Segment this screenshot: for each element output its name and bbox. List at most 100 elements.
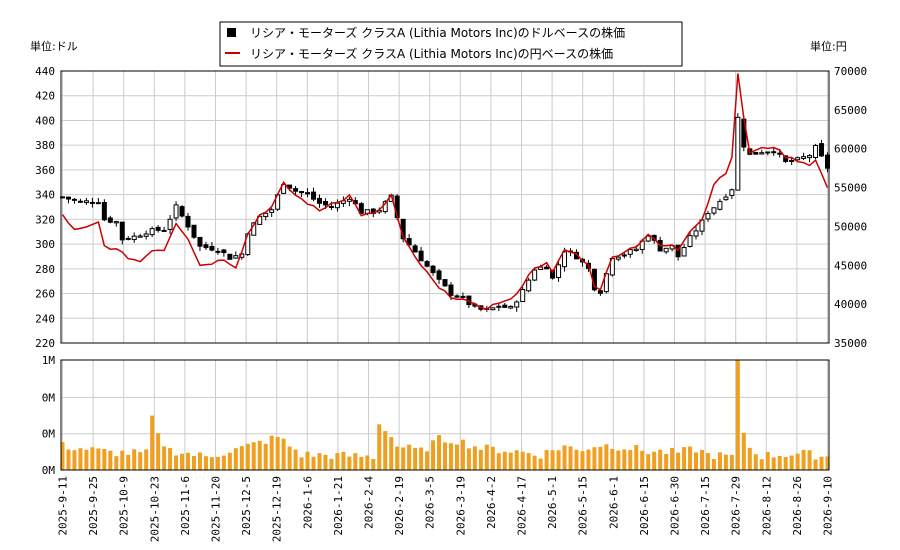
candle-body (508, 305, 514, 309)
volume-bar (311, 456, 316, 470)
candle-body (89, 201, 95, 204)
candle (717, 198, 723, 211)
volume-bar (705, 453, 710, 470)
candle (627, 247, 633, 258)
candle-body (490, 307, 496, 311)
candle-body (448, 284, 454, 296)
volume-bar (215, 456, 220, 470)
candle (179, 205, 185, 218)
candle (615, 256, 621, 262)
volume-bar (628, 450, 633, 470)
candle-body (819, 143, 825, 157)
candle-body (179, 206, 185, 217)
candle-body (526, 279, 532, 292)
volume-bar (586, 449, 591, 470)
x-tick-label: 2026-4-17 (516, 476, 529, 536)
candle (137, 233, 143, 238)
volume-bar (646, 454, 651, 470)
volume-bar (741, 432, 746, 470)
candle (77, 198, 83, 203)
x-tick-label: 2026-8-12 (760, 476, 773, 536)
volume-bar (676, 452, 681, 470)
candle (155, 225, 161, 233)
candle (442, 279, 448, 287)
candle (687, 231, 693, 248)
candle-body (77, 200, 83, 203)
left-tick-label: 440 (35, 65, 55, 78)
volume-bar (717, 452, 722, 470)
candle (765, 151, 771, 156)
candle-body (442, 279, 448, 287)
x-tick-label: 2025-10-9 (118, 476, 131, 536)
volume-bar (484, 444, 489, 470)
candle (191, 224, 197, 239)
candle-body (645, 235, 651, 242)
candle (233, 251, 239, 259)
left-tick-label: 300 (35, 238, 55, 251)
candle (544, 264, 550, 270)
candle (795, 156, 801, 161)
x-tick-label: 2026-1-6 (301, 476, 314, 529)
right-tick-label: 65000 (834, 104, 867, 117)
candle (729, 188, 735, 199)
candle-body (412, 245, 418, 253)
candle-body (502, 304, 508, 308)
volume-bar (293, 449, 298, 470)
candle-body (777, 152, 783, 155)
candle-body (514, 301, 520, 308)
candle (711, 207, 717, 216)
volume-bar (383, 431, 388, 470)
volume-bar (425, 451, 430, 470)
candle-body (346, 198, 352, 202)
x-tick-label: 2026-7-15 (699, 476, 712, 536)
candle (436, 269, 442, 284)
volume-bar (460, 439, 465, 470)
volume-bar (114, 456, 119, 470)
left-tick-label: 280 (35, 263, 55, 276)
candle-body (406, 238, 412, 246)
candle (185, 213, 191, 231)
candle (113, 220, 119, 227)
candle (807, 154, 813, 163)
volume-bar (801, 449, 806, 470)
candle (705, 210, 711, 222)
right-axis-ticks: 35000 40000 45000 50000 55000 60000 65000 70000 (834, 65, 867, 350)
volume-bar (275, 436, 280, 470)
x-tick-label: 2026-8-26 (791, 476, 804, 536)
volume-bar (472, 446, 477, 470)
volume-bar (443, 442, 447, 470)
volume-bar (186, 452, 191, 470)
candle-body (735, 116, 741, 191)
candle-body (233, 255, 239, 259)
candle (430, 265, 436, 276)
volume-bar (699, 449, 704, 470)
candle-body (299, 191, 305, 194)
volume-bar (96, 448, 101, 470)
candle (167, 215, 173, 235)
candle-body (311, 191, 317, 200)
volume-bar (144, 449, 149, 470)
candle-body (316, 197, 322, 204)
volume-bar (323, 454, 328, 470)
candle-body (227, 253, 233, 260)
candle (358, 202, 364, 214)
candle-body (496, 305, 502, 308)
candle (227, 253, 233, 260)
candle (681, 243, 687, 257)
candle (263, 212, 269, 221)
x-tick-label: 2026-3-5 (424, 476, 437, 529)
volume-bar (245, 443, 250, 470)
candle (454, 294, 460, 298)
candle-body (263, 212, 269, 218)
volume-bar (532, 455, 537, 470)
volume-bar (568, 446, 573, 470)
candle-body (705, 213, 711, 220)
candle (143, 230, 149, 240)
volume-bar (84, 449, 89, 470)
candle (813, 143, 819, 160)
volume-bar (317, 453, 322, 470)
x-tick-label: 2025-10-23 (148, 476, 161, 542)
candle (83, 198, 89, 205)
volume-bar (197, 452, 202, 470)
candle-body (789, 160, 795, 163)
